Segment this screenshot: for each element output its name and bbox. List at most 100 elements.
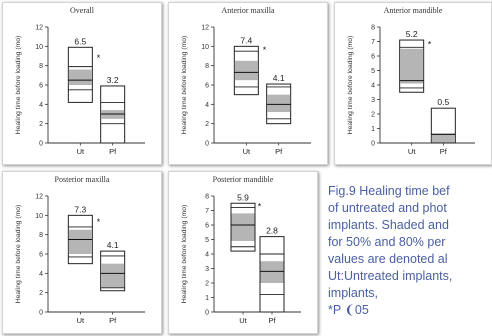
- caption-line: *P ❨05: [328, 303, 369, 317]
- y-tick-label: 12: [35, 25, 43, 32]
- chart-svg: 0 2 4 6 8 10 12 Healing time before loading (mo…: [15, 25, 145, 156]
- y-tick-label: 1: [205, 295, 209, 302]
- y-tick-label: 3: [371, 97, 375, 104]
- x-tick-label: Ut: [243, 147, 251, 156]
- y-tick-label: 8: [371, 25, 375, 32]
- data-label: 7.4: [240, 35, 252, 45]
- y-tick-label: 12: [35, 194, 43, 201]
- y-tick-label: 2: [39, 121, 43, 128]
- y-tick-label: 2: [371, 112, 375, 119]
- y-tick-label: 7: [205, 208, 209, 215]
- y-tick-label: 6: [205, 223, 209, 230]
- chart-panel-anterior-mandible: Anterior mandible 0 1 2 3 4 5 6 7 8 Healing time …: [334, 2, 492, 165]
- y-tick-label: 10: [201, 44, 209, 51]
- chart-svg: 0 2 4 6 8 10 12 Healing time before loading (mo…: [15, 194, 145, 325]
- data-label: 7.3: [74, 204, 86, 214]
- chart-title: Anterior mandible: [383, 6, 443, 15]
- data-label: 0.5: [437, 97, 449, 107]
- x-tick-label: Pf: [109, 316, 117, 325]
- caption-line: of untreated and phot: [328, 201, 447, 215]
- chart-panel-posterior-maxilla: Posterior maxilla 0 2 4 6 8 10 12 Healing time …: [2, 171, 162, 334]
- y-tick-label: 12: [201, 25, 209, 32]
- y-tick-label: 4: [371, 83, 375, 90]
- chart-title: Overall: [70, 6, 94, 15]
- data-label: 5.9: [237, 192, 249, 202]
- data-label: 5.2: [406, 29, 418, 39]
- caption-line: implants. Shaded and: [328, 218, 449, 232]
- box-50pct-band: [431, 134, 455, 143]
- data-label: 4.1: [107, 240, 119, 250]
- y-axis-title: Healing time before loading (mo): [347, 36, 354, 135]
- y-axis-title: Healing time before loading (mo): [181, 36, 188, 135]
- data-label: 4.1: [273, 73, 285, 83]
- y-axis-title: Healing time before loading (mo): [15, 205, 22, 304]
- significance-marker: *: [428, 40, 432, 50]
- box-50pct-band: [234, 60, 258, 81]
- significance-marker: *: [263, 45, 267, 55]
- y-tick-label: 5: [371, 68, 375, 75]
- y-tick-label: 6: [39, 252, 43, 259]
- figure-caption: Fig.9 Healing time bef of untreated and …: [328, 183, 492, 319]
- x-tick-label: Pf: [275, 147, 283, 156]
- y-tick-label: 0: [205, 141, 209, 148]
- chart-title: Posterior mandible: [212, 175, 274, 184]
- y-tick-label: 8: [205, 194, 209, 201]
- x-tick-label: Pf: [268, 316, 276, 325]
- y-tick-label: 1: [371, 126, 375, 133]
- y-tick-label: 4: [205, 102, 209, 109]
- y-tick-label: 5: [205, 237, 209, 244]
- caption-line: implants,: [328, 286, 379, 300]
- y-tick-label: 4: [205, 252, 209, 259]
- significance-marker: *: [97, 53, 101, 63]
- y-tick-label: 8: [39, 232, 43, 239]
- chart-panel-overall: Overall 0 2 4 6 8 10 12 Healing time before loa…: [2, 2, 162, 165]
- y-tick-label: 0: [205, 310, 209, 317]
- box-50pct-band: [231, 213, 255, 241]
- y-axis-title: Healing time before loading (mo): [15, 36, 22, 135]
- x-tick-label: Ut: [408, 147, 416, 156]
- significance-marker: *: [258, 201, 262, 211]
- chart-title: Anterior maxilla: [221, 6, 275, 15]
- box-50pct-band: [101, 263, 125, 288]
- caption-line: values are denoted al: [328, 252, 448, 266]
- y-tick-label: 4: [39, 271, 43, 278]
- chart-svg: 0 2 4 6 8 10 12 Healing time before loading (mo…: [181, 25, 311, 156]
- chart-title: Posterior maxilla: [54, 175, 110, 184]
- y-tick-label: 2: [205, 121, 209, 128]
- caption-line: Fig.9 Healing time bef: [328, 184, 450, 198]
- caption-line: Ut:Untreated implants,: [328, 269, 453, 283]
- y-tick-label: 0: [39, 310, 43, 317]
- box-50pct-band: [260, 261, 284, 283]
- chart-panel-posterior-mandible: Posterior mandible 0 1 2 3 4 5 6 7 8 Healing time…: [168, 171, 318, 334]
- box-50pct-band: [400, 48, 424, 84]
- x-tick-label: Ut: [239, 316, 247, 325]
- y-tick-label: 2: [205, 281, 209, 288]
- y-tick-label: 10: [35, 213, 43, 220]
- box-50pct-band: [267, 94, 291, 113]
- box-50pct-band: [68, 229, 92, 254]
- x-tick-label: Pf: [109, 147, 117, 156]
- y-tick-label: 7: [371, 39, 375, 46]
- chart-svg: 0 1 2 3 4 5 6 7 8 Healing time before loading (mo…: [181, 192, 301, 325]
- x-tick-label: Ut: [77, 147, 85, 156]
- x-tick-label: Pf: [440, 147, 448, 156]
- y-tick-label: 6: [371, 54, 375, 61]
- y-axis-title: Healing time before loading (mo): [181, 205, 188, 304]
- y-tick-label: 6: [205, 83, 209, 90]
- y-tick-label: 3: [205, 266, 209, 273]
- x-tick-label: Ut: [77, 316, 85, 325]
- significance-marker: *: [97, 217, 101, 227]
- data-label: 3.2: [107, 75, 119, 85]
- y-tick-label: 4: [39, 102, 43, 109]
- y-tick-label: 8: [39, 63, 43, 70]
- y-tick-label: 0: [39, 141, 43, 148]
- caption-line: for 50% and 80% per: [328, 235, 446, 249]
- y-tick-label: 6: [39, 83, 43, 90]
- chart-svg: 0 1 2 3 4 5 6 7 8 Healing time before loading (mo…: [347, 25, 475, 156]
- y-tick-label: 0: [371, 141, 375, 148]
- y-tick-label: 2: [39, 290, 43, 297]
- y-tick-label: 8: [205, 63, 209, 70]
- y-tick-label: 10: [35, 44, 43, 51]
- data-label: 2.8: [266, 226, 278, 236]
- data-label: 6.5: [74, 36, 86, 46]
